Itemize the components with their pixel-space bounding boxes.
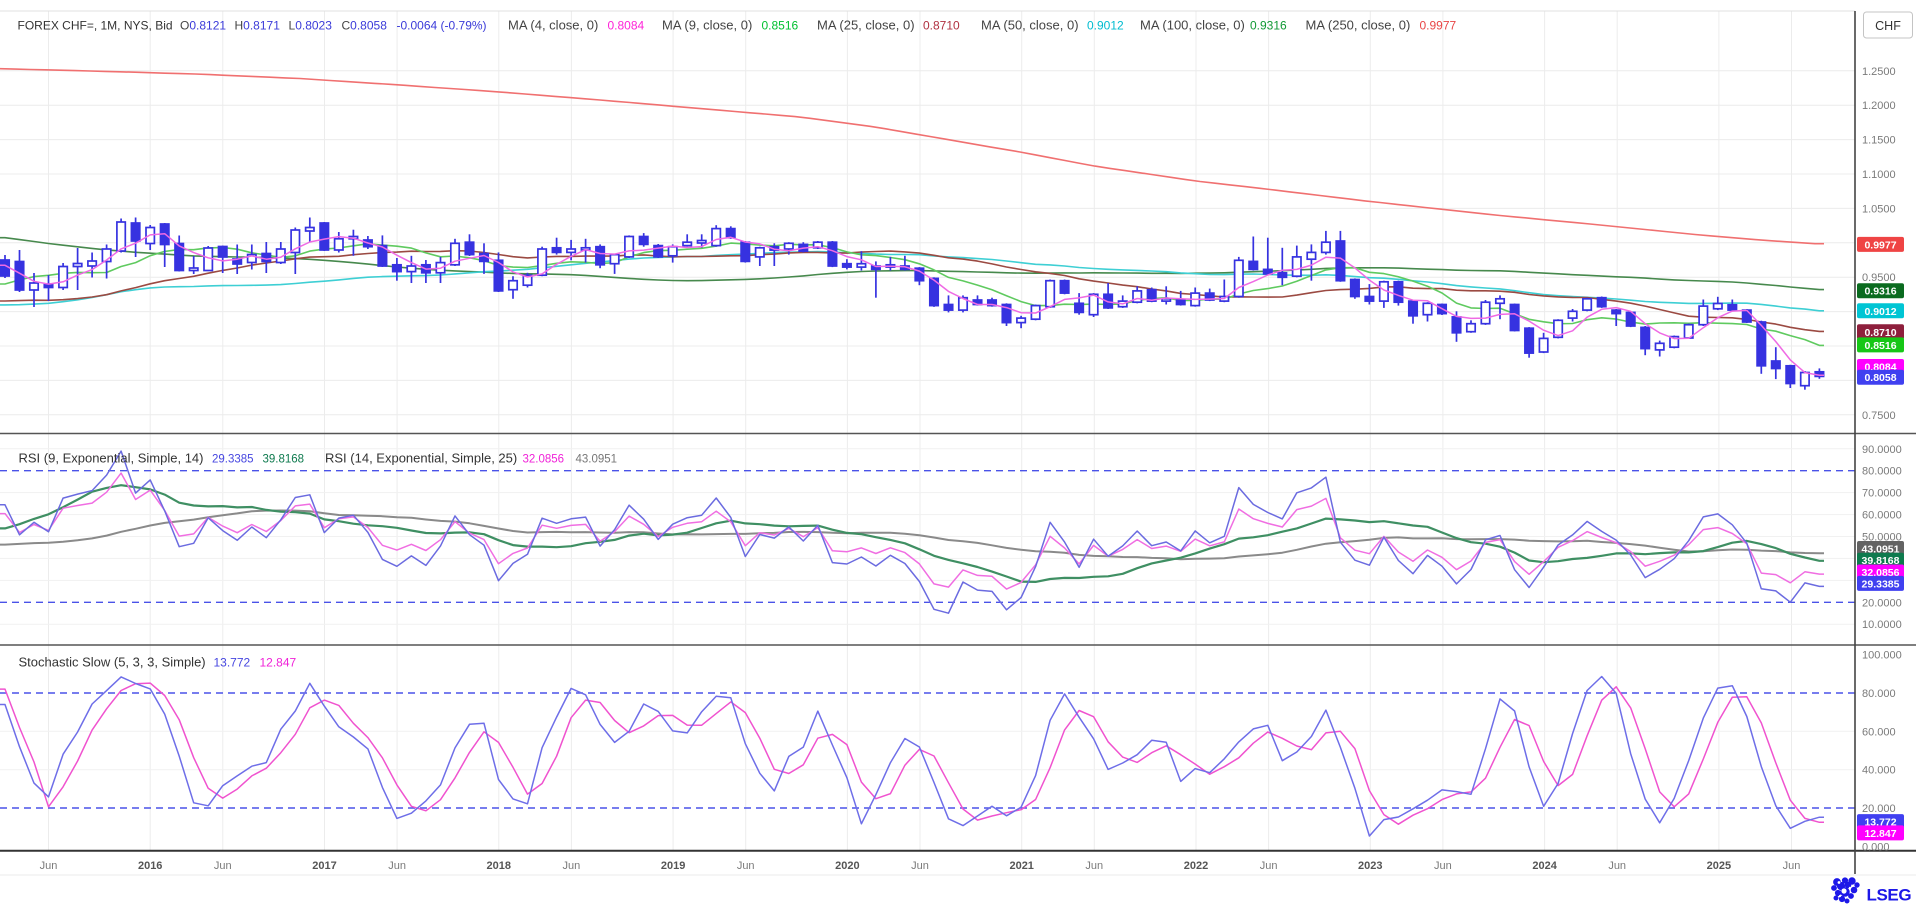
svg-text:2017: 2017 (312, 860, 336, 872)
svg-text:0.8516: 0.8516 (1864, 340, 1896, 352)
svg-text:29.3385: 29.3385 (1862, 578, 1900, 590)
svg-text:MA (4, close, 0): MA (4, close, 0) (508, 18, 598, 33)
svg-text:80.000: 80.000 (1862, 688, 1896, 700)
svg-text:RSI (14, Exponential, Simple,: RSI (14, Exponential, Simple, 25) (325, 451, 517, 466)
svg-text:RSI (9, Exponential, Simple, 1: RSI (9, Exponential, Simple, 14) (19, 451, 204, 466)
svg-text:Jun: Jun (388, 860, 406, 872)
svg-text:MA (50, close, 0): MA (50, close, 0) (981, 18, 1079, 33)
svg-text:2020: 2020 (835, 860, 859, 872)
svg-text:Jun: Jun (40, 860, 58, 872)
svg-text:LSEG: LSEG (1867, 886, 1912, 905)
svg-text:0.7500: 0.7500 (1862, 410, 1896, 422)
svg-text:12.847: 12.847 (1864, 828, 1896, 840)
svg-text:Jun: Jun (563, 860, 581, 872)
svg-text:39.8168: 39.8168 (263, 454, 305, 466)
svg-text:90.0000: 90.0000 (1862, 444, 1902, 456)
svg-text:FOREX CHF=, 1M, NYS, Bid: FOREX CHF=, 1M, NYS, Bid (18, 19, 173, 33)
svg-text:2019: 2019 (661, 860, 685, 872)
svg-text:2016: 2016 (138, 860, 162, 872)
svg-text:1.0500: 1.0500 (1862, 203, 1896, 215)
svg-text:0.8710: 0.8710 (923, 19, 960, 33)
svg-text:1.1000: 1.1000 (1862, 169, 1896, 181)
svg-text:60.0000: 60.0000 (1862, 510, 1902, 522)
svg-text:80.0000: 80.0000 (1862, 466, 1902, 478)
svg-text:0.9012: 0.9012 (1087, 19, 1124, 33)
svg-text:10.0000: 10.0000 (1862, 619, 1902, 631)
svg-text:0.000: 0.000 (1862, 841, 1890, 853)
svg-text:0.8516: 0.8516 (762, 19, 799, 33)
svg-text:40.000: 40.000 (1862, 765, 1896, 777)
svg-text:Jun: Jun (214, 860, 232, 872)
svg-text:CHF: CHF (1875, 19, 1901, 33)
svg-text:32.0856: 32.0856 (523, 454, 565, 466)
svg-text:H0.8171: H0.8171 (235, 19, 281, 33)
svg-text:50.0000: 50.0000 (1862, 532, 1902, 544)
svg-text:0.9977: 0.9977 (1420, 19, 1457, 33)
svg-text:1.2000: 1.2000 (1862, 100, 1896, 112)
svg-text:0.9012: 0.9012 (1864, 306, 1896, 318)
svg-text:0.9316: 0.9316 (1864, 286, 1896, 298)
svg-text:0.9977: 0.9977 (1864, 239, 1896, 251)
svg-text:12.847: 12.847 (260, 656, 297, 670)
svg-text:20.000: 20.000 (1862, 803, 1896, 815)
svg-text:2025: 2025 (1707, 860, 1731, 872)
svg-text:0.8084: 0.8084 (608, 19, 645, 33)
svg-text:0.9500: 0.9500 (1862, 272, 1896, 284)
svg-text:39.8168: 39.8168 (1862, 555, 1900, 567)
svg-text:MA (100, close, 0): MA (100, close, 0) (1140, 18, 1245, 33)
svg-text:Jun: Jun (737, 860, 755, 872)
svg-text:Jun: Jun (1085, 860, 1103, 872)
svg-text:Stochastic Slow (5, 3, 3, Simp: Stochastic Slow (5, 3, 3, Simple) (19, 655, 206, 670)
svg-text:2021: 2021 (1009, 860, 1033, 872)
svg-text:MA (9, close, 0): MA (9, close, 0) (662, 18, 752, 33)
svg-text:13.772: 13.772 (214, 656, 251, 670)
svg-text:MA (25, close, 0): MA (25, close, 0) (817, 18, 915, 33)
svg-text:43.0951: 43.0951 (1862, 544, 1900, 556)
svg-text:2024: 2024 (1532, 860, 1557, 872)
svg-text:20.0000: 20.0000 (1862, 597, 1902, 609)
svg-text:1.2500: 1.2500 (1862, 66, 1896, 78)
svg-text:29.3385: 29.3385 (212, 454, 254, 466)
svg-text:Jun: Jun (1260, 860, 1278, 872)
svg-text:1.1500: 1.1500 (1862, 135, 1896, 147)
svg-text:100.000: 100.000 (1862, 650, 1902, 662)
svg-text:0.8710: 0.8710 (1864, 327, 1896, 339)
svg-text:-0.0064 (-0.79%): -0.0064 (-0.79%) (397, 19, 487, 33)
svg-text:Jun: Jun (1434, 860, 1452, 872)
svg-text:C0.8058: C0.8058 (342, 19, 388, 33)
svg-text:O0.8121: O0.8121 (180, 19, 226, 33)
svg-text:2018: 2018 (487, 860, 511, 872)
svg-text:2023: 2023 (1358, 860, 1382, 872)
svg-text:L0.8023: L0.8023 (289, 19, 333, 33)
svg-text:60.000: 60.000 (1862, 726, 1896, 738)
svg-text:43.0951: 43.0951 (576, 454, 618, 466)
svg-text:Jun: Jun (1783, 860, 1801, 872)
svg-text:Jun: Jun (911, 860, 929, 872)
svg-text:Jun: Jun (1608, 860, 1626, 872)
svg-text:0.8058: 0.8058 (1864, 372, 1896, 384)
svg-text:0.9316: 0.9316 (1250, 19, 1287, 33)
svg-text:70.0000: 70.0000 (1862, 488, 1902, 500)
svg-text:2022: 2022 (1184, 860, 1208, 872)
svg-text:MA (250, close, 0): MA (250, close, 0) (1306, 18, 1411, 33)
